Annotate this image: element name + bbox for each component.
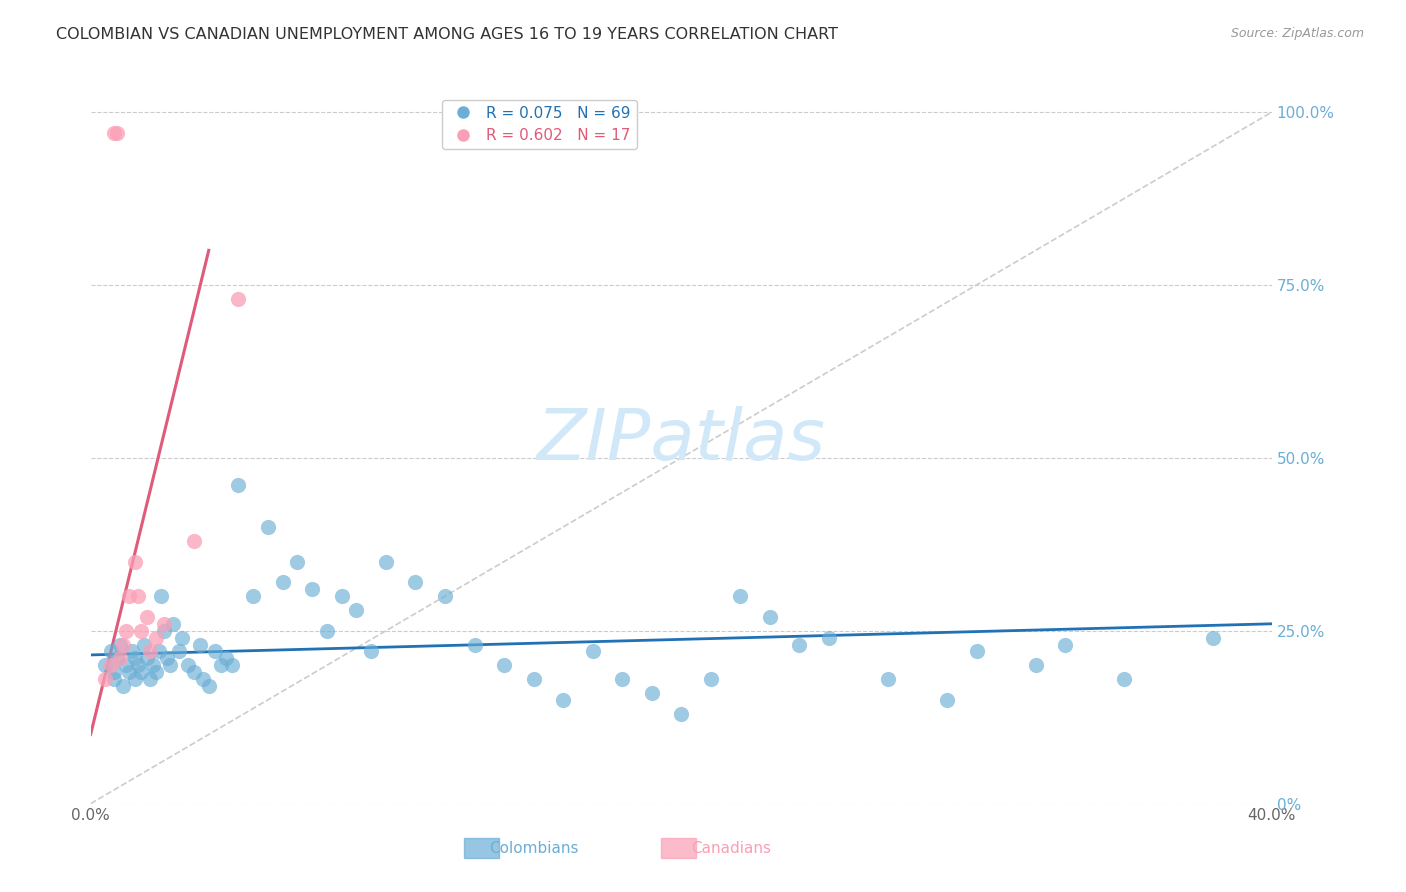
Point bbox=[132, 638, 155, 652]
Point bbox=[494, 658, 516, 673]
Point bbox=[115, 624, 138, 638]
Point bbox=[103, 672, 125, 686]
Point bbox=[127, 589, 149, 603]
Legend: R = 0.075   N = 69, R = 0.602   N = 17: R = 0.075 N = 69, R = 0.602 N = 17 bbox=[441, 100, 637, 150]
Text: Source: ZipAtlas.com: Source: ZipAtlas.com bbox=[1230, 27, 1364, 40]
Point bbox=[124, 672, 146, 686]
Point bbox=[94, 672, 117, 686]
Point bbox=[204, 644, 226, 658]
Point bbox=[256, 520, 278, 534]
Point bbox=[100, 658, 122, 673]
Point bbox=[127, 658, 149, 673]
Point bbox=[135, 651, 157, 665]
Point bbox=[191, 672, 214, 686]
Point bbox=[877, 672, 900, 686]
Point bbox=[94, 658, 117, 673]
Point bbox=[612, 672, 634, 686]
Point bbox=[226, 292, 249, 306]
Point bbox=[553, 693, 575, 707]
Text: Colombians: Colombians bbox=[489, 841, 579, 856]
Point bbox=[138, 644, 160, 658]
Point bbox=[105, 126, 128, 140]
Point bbox=[344, 603, 367, 617]
Point bbox=[641, 686, 664, 700]
Point bbox=[434, 589, 457, 603]
Point bbox=[1114, 672, 1136, 686]
Point bbox=[124, 555, 146, 569]
Point bbox=[129, 624, 152, 638]
Point bbox=[103, 126, 125, 140]
Point bbox=[145, 631, 167, 645]
Point bbox=[153, 616, 176, 631]
Point bbox=[172, 631, 194, 645]
Point bbox=[966, 644, 988, 658]
Point bbox=[112, 679, 135, 693]
Point bbox=[285, 555, 308, 569]
Point bbox=[148, 644, 170, 658]
Point bbox=[124, 651, 146, 665]
Point bbox=[118, 665, 141, 680]
Point bbox=[188, 638, 211, 652]
Point bbox=[197, 679, 219, 693]
Point bbox=[464, 638, 486, 652]
Point bbox=[789, 638, 811, 652]
Point bbox=[159, 658, 181, 673]
Point bbox=[183, 665, 205, 680]
Point bbox=[177, 658, 200, 673]
Point bbox=[153, 624, 176, 638]
Point bbox=[129, 665, 152, 680]
Point bbox=[138, 672, 160, 686]
Point bbox=[936, 693, 959, 707]
Point bbox=[108, 651, 131, 665]
Point bbox=[209, 658, 232, 673]
Point bbox=[360, 644, 382, 658]
Point bbox=[730, 589, 752, 603]
Point bbox=[315, 624, 337, 638]
Point bbox=[759, 610, 782, 624]
Point bbox=[215, 651, 238, 665]
Point bbox=[271, 575, 294, 590]
Point bbox=[1054, 638, 1077, 652]
Point bbox=[118, 589, 141, 603]
Point bbox=[115, 658, 138, 673]
Text: ZIPatlas: ZIPatlas bbox=[537, 406, 825, 475]
Point bbox=[103, 665, 125, 680]
Point bbox=[1025, 658, 1047, 673]
Point bbox=[221, 658, 243, 673]
Point bbox=[523, 672, 546, 686]
Point bbox=[1202, 631, 1225, 645]
Point bbox=[142, 658, 165, 673]
Point bbox=[135, 610, 157, 624]
Point bbox=[671, 706, 693, 721]
Point bbox=[162, 616, 184, 631]
Point bbox=[301, 582, 323, 597]
Point bbox=[121, 644, 143, 658]
Point bbox=[167, 644, 190, 658]
Point bbox=[330, 589, 353, 603]
Point bbox=[582, 644, 605, 658]
Point bbox=[108, 638, 131, 652]
Text: Canadians: Canadians bbox=[692, 841, 770, 856]
Point bbox=[156, 651, 179, 665]
Point bbox=[105, 651, 128, 665]
Point bbox=[226, 478, 249, 492]
Point bbox=[112, 638, 135, 652]
Point bbox=[183, 533, 205, 548]
Point bbox=[374, 555, 396, 569]
Point bbox=[100, 644, 122, 658]
Point bbox=[818, 631, 841, 645]
Point bbox=[700, 672, 723, 686]
Point bbox=[145, 665, 167, 680]
Text: COLOMBIAN VS CANADIAN UNEMPLOYMENT AMONG AGES 16 TO 19 YEARS CORRELATION CHART: COLOMBIAN VS CANADIAN UNEMPLOYMENT AMONG… bbox=[56, 27, 838, 42]
Point bbox=[242, 589, 264, 603]
Point bbox=[404, 575, 426, 590]
Point bbox=[150, 589, 173, 603]
